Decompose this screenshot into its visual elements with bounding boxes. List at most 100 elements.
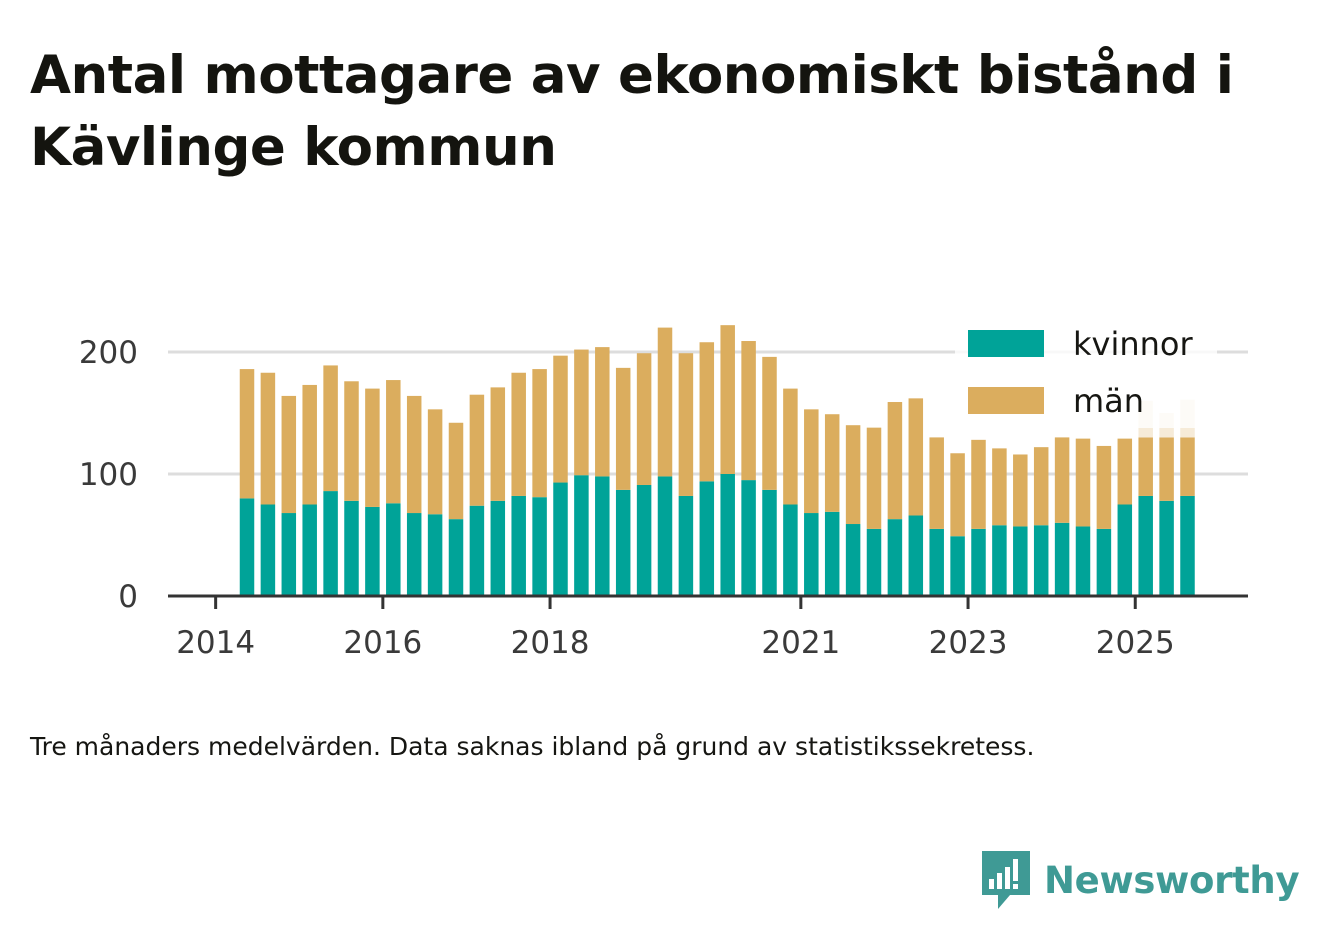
bar-kvinnor: [469, 505, 485, 596]
bar-kvinnor: [406, 513, 422, 596]
bar-kvinnor: [595, 476, 610, 596]
bar-kvinnor: [302, 504, 317, 596]
bar-man: [971, 439, 986, 529]
bar-man: [532, 369, 547, 498]
bar-kvinnor: [783, 504, 798, 596]
bar-man: [239, 369, 255, 499]
bar-kvinnor: [281, 513, 297, 596]
x-tick-label: 2016: [343, 625, 422, 661]
bar-kvinnor: [260, 504, 276, 596]
bar-chart: 2014 2016 2018 2021 2023 2025 0 100 200 kvinnor…: [78, 318, 1248, 661]
bar-man: [427, 409, 443, 515]
bar-kvinnor: [992, 525, 1007, 596]
x-tick-label: 2023: [929, 625, 1008, 661]
bar-kvinnor: [804, 513, 819, 596]
bar-man: [1096, 445, 1112, 529]
bar-kvinnor: [741, 480, 756, 596]
bar-man: [1013, 454, 1028, 527]
x-axis: 2014 2016 2018 2021 2023 2025: [168, 594, 1248, 661]
bar-kvinnor: [866, 528, 882, 596]
y-axis-labels: 0 100 200: [79, 335, 138, 615]
bar-man: [1075, 438, 1091, 527]
bar-man: [553, 355, 568, 483]
bar-kvinnor: [386, 503, 401, 596]
bar-kvinnor: [574, 475, 589, 596]
bar-man: [281, 395, 297, 514]
bar-man: [678, 353, 694, 496]
bar-kvinnor: [1054, 522, 1070, 596]
bar-kvinnor: [1033, 525, 1049, 596]
bar-man: [908, 398, 924, 516]
chart-title: Antal mottagare av ekonomiskt bistånd i …: [30, 45, 1234, 178]
bar-kvinnor: [657, 476, 673, 596]
bar-kvinnor: [636, 484, 652, 596]
bar-kvinnor: [1138, 495, 1153, 596]
bar-man: [866, 427, 882, 529]
bar-man: [1117, 438, 1133, 505]
bar-man: [406, 395, 422, 514]
bar-man: [469, 394, 485, 506]
bar-kvinnor: [762, 489, 777, 596]
bar-man: [260, 372, 276, 505]
bar-kvinnor: [1180, 495, 1195, 596]
bar-man: [365, 388, 380, 507]
bar-kvinnor: [678, 495, 694, 596]
brand-name: Newsworthy: [1044, 858, 1300, 902]
bar-man: [720, 325, 735, 474]
bar-kvinnor: [908, 515, 924, 596]
x-tick-label: 2014: [176, 625, 255, 661]
bar-man: [344, 381, 359, 501]
bar-man: [950, 453, 965, 537]
bar-man: [929, 437, 944, 529]
bar-man: [1054, 437, 1070, 523]
bar-man: [490, 387, 506, 501]
bar-man: [699, 342, 715, 482]
bar-man: [448, 422, 464, 520]
y-tick-label: 200: [79, 335, 138, 371]
bar-kvinnor: [720, 474, 735, 596]
bar-kvinnor: [427, 514, 443, 596]
bar-man: [1138, 437, 1153, 496]
bar-kvinnor: [553, 482, 568, 596]
chart-note: Tre månaders medelvärden. Data saknas ib…: [30, 732, 1035, 761]
bar-man: [386, 380, 401, 504]
bar-man: [887, 402, 903, 520]
bar-man: [615, 367, 631, 490]
bar-kvinnor: [323, 491, 338, 596]
bar-kvinnor: [490, 500, 506, 596]
bar-man: [636, 353, 652, 485]
bar-kvinnor: [448, 519, 464, 596]
bar-kvinnor: [1075, 526, 1091, 596]
bar-kvinnor: [929, 528, 944, 596]
bar-man: [1159, 437, 1174, 501]
legend-label: män: [1073, 382, 1144, 420]
bar-kvinnor: [824, 511, 840, 596]
bar-man: [574, 349, 589, 476]
bar-kvinnor: [365, 506, 380, 596]
bar-man: [302, 384, 317, 505]
bar-man: [783, 388, 798, 505]
bar-man: [762, 356, 777, 490]
bars: [239, 325, 1195, 596]
bar-kvinnor: [1117, 504, 1133, 596]
bar-kvinnor: [1096, 528, 1112, 596]
bar-kvinnor: [344, 500, 359, 596]
bar-kvinnor: [971, 528, 986, 596]
bar-kvinnor: [1159, 500, 1174, 596]
bar-man: [741, 341, 756, 481]
x-tick-label: 2021: [761, 625, 840, 661]
legend-label: kvinnor: [1073, 325, 1194, 363]
x-tick-label: 2025: [1096, 625, 1175, 661]
bar-man: [323, 365, 338, 492]
x-tick-label: 2018: [511, 625, 590, 661]
bar-kvinnor: [950, 536, 965, 596]
brand-logo[interactable]: Newsworthy: [980, 848, 1300, 912]
bar-kvinnor: [239, 498, 255, 596]
bar-man: [804, 409, 819, 514]
bar-man: [845, 425, 861, 525]
bar-kvinnor: [1013, 526, 1028, 596]
legend: kvinnor män: [955, 318, 1217, 428]
bar-man: [992, 448, 1007, 526]
y-tick-label: 0: [118, 579, 138, 615]
bar-kvinnor: [887, 519, 903, 596]
